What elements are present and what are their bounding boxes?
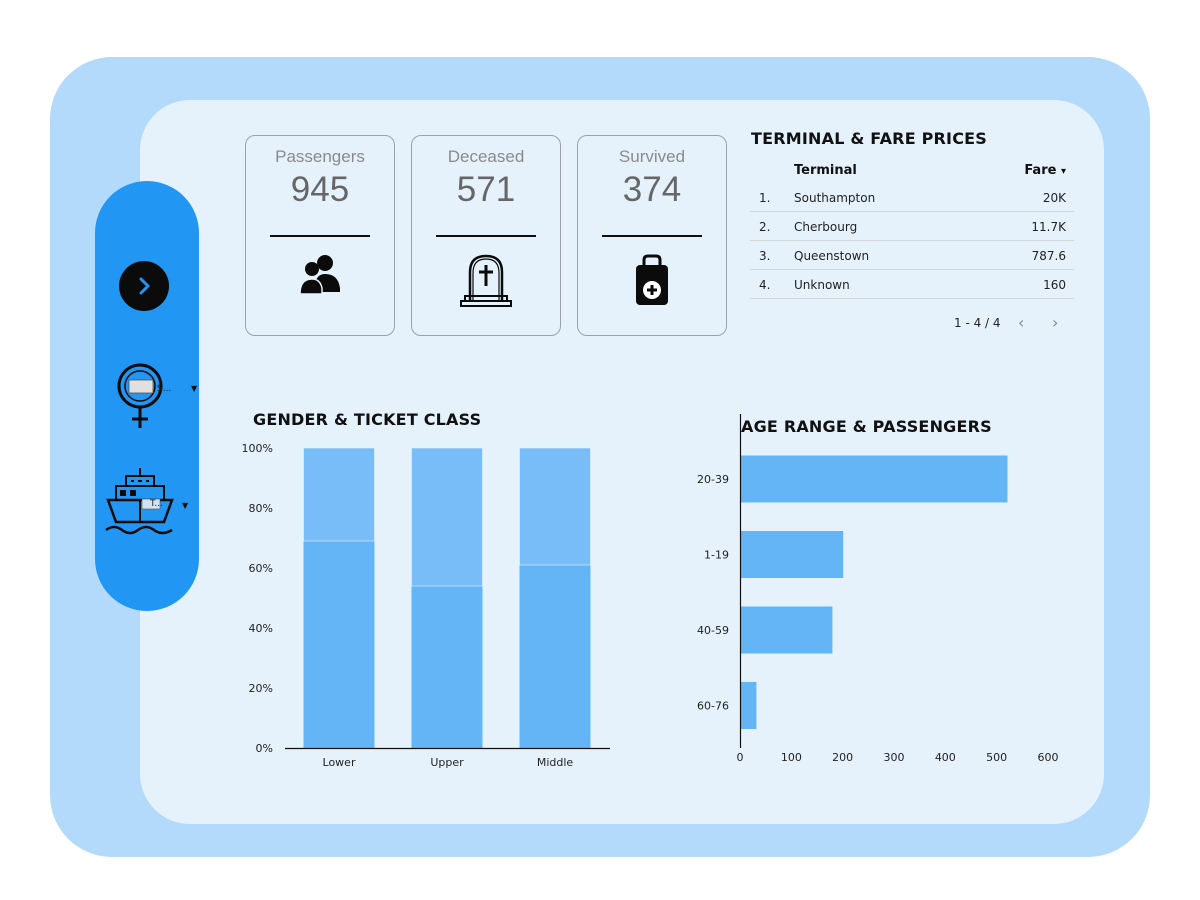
row-terminal: Unknown: [794, 278, 850, 292]
bar-segment: [303, 541, 375, 748]
chevron-right-icon: [139, 277, 150, 295]
age-bar: [740, 455, 1008, 503]
row-terminal: Southampton: [794, 191, 876, 205]
pagination-next-button[interactable]: ›: [1052, 313, 1059, 332]
x-tick-label: 600: [1037, 751, 1058, 764]
gender-class-chart: 0% 20% 40% 60% 80% 100% Lower Upper Middle: [242, 442, 610, 769]
column-header-terminal[interactable]: Terminal: [794, 163, 857, 178]
x-tick-label: Lower: [323, 756, 356, 769]
x-tick-label: 100: [781, 751, 802, 764]
table-pagination: 1 - 4 / 4 ‹ ›: [950, 313, 1080, 333]
table-row: 3. Queenstown 787.6: [750, 241, 1074, 270]
people-icon: [299, 255, 340, 295]
sidebar: [95, 181, 199, 611]
y-tick-label: 40-59: [697, 624, 729, 637]
column-header-fare-label: Fare: [1024, 163, 1057, 178]
class-filter-value: T...: [150, 499, 164, 509]
kpi-label: Deceased: [447, 147, 525, 166]
kpi-value: 571: [456, 170, 516, 209]
bar-segment: [519, 447, 591, 566]
bar-segment: [411, 447, 483, 587]
row-fare: 20K: [1042, 191, 1066, 205]
age-bar: [740, 531, 844, 578]
gender-filter-dropdown[interactable]: S... ▼: [110, 360, 202, 432]
kpi-card-deceased: Deceased 571: [411, 135, 561, 336]
kpi-divider: [436, 235, 536, 237]
kpi-label: Survived: [618, 147, 686, 166]
x-tick-label: Middle: [537, 756, 574, 769]
gender-class-chart-title: GENDER & TICKET CLASS: [253, 410, 482, 429]
x-tick-label: 400: [935, 751, 956, 764]
tombstone-icon: [460, 254, 512, 307]
gender-filter-caret-icon: ▼: [191, 384, 198, 393]
bar-segment: [411, 586, 483, 748]
medical-bag-icon: [636, 254, 668, 305]
kpi-divider: [602, 235, 702, 237]
bar-segment: [303, 447, 375, 542]
kpi-value: 374: [622, 170, 682, 209]
row-fare: 787.6: [1031, 249, 1066, 263]
row-index: 3.: [759, 249, 771, 263]
x-tick-label: 300: [883, 751, 904, 764]
age-range-chart: 20-39 1-19 40-59 60-76 0 100 200 300 400 500 600: [697, 414, 1058, 764]
y-tick-label: 80%: [249, 502, 273, 515]
row-index: 1.: [759, 191, 771, 205]
y-tick-label: 60%: [249, 562, 273, 575]
fare-table: Terminal Fare ▾ 1. Southampton 20K 2. Ch…: [750, 158, 1074, 299]
kpi-label: Passengers: [275, 147, 365, 166]
y-tick-label: 0%: [256, 742, 273, 755]
table-row: 1. Southampton 20K: [750, 183, 1074, 212]
age-range-chart-title: AGE RANGE & PASSENGERS: [741, 417, 992, 436]
y-tick-label: 60-76: [697, 700, 729, 713]
kpi-divider: [270, 235, 370, 237]
row-terminal: Cherbourg: [794, 220, 858, 234]
y-tick-label: 100%: [242, 442, 273, 455]
row-terminal: Queenstown: [794, 249, 870, 263]
x-tick-label: Upper: [430, 756, 464, 769]
pagination-prev-button[interactable]: ‹: [1018, 313, 1025, 332]
kpi-value: 945: [290, 170, 350, 209]
female-symbol-icon: [117, 363, 163, 428]
age-bar: [740, 682, 757, 729]
x-tick-label: 0: [737, 751, 744, 764]
column-header-fare[interactable]: Fare ▾: [1024, 163, 1066, 178]
row-index: 2.: [759, 220, 771, 234]
fare-table-title: TERMINAL & FARE PRICES: [751, 129, 987, 148]
ship-icon: [105, 468, 174, 535]
y-tick-label: 20-39: [697, 473, 729, 486]
y-tick-label: 40%: [249, 622, 273, 635]
kpi-card-passengers: Passengers 945: [245, 135, 395, 336]
x-tick-label: 200: [832, 751, 853, 764]
row-index: 4.: [759, 278, 771, 292]
class-filter-dropdown[interactable]: T... ▼: [104, 466, 196, 540]
age-bar: [740, 606, 833, 654]
gender-filter-value: S...: [157, 384, 172, 394]
x-tick-label: 500: [986, 751, 1007, 764]
y-tick-label: 1-19: [704, 549, 729, 562]
sort-desc-icon: ▾: [1060, 166, 1066, 177]
class-filter-caret-icon: ▼: [182, 501, 189, 510]
table-header: Terminal Fare ▾: [750, 158, 1074, 183]
table-row: 2. Cherbourg 11.7K: [750, 212, 1074, 241]
kpi-card-survived: Survived 374: [577, 135, 727, 336]
bar-segment: [519, 565, 591, 748]
table-row: 4. Unknown 160: [750, 270, 1074, 299]
nav-next-button[interactable]: [119, 261, 169, 311]
pagination-range: 1 - 4 / 4: [954, 316, 1001, 330]
row-fare: 11.7K: [1031, 220, 1066, 234]
row-fare: 160: [1043, 278, 1066, 292]
y-tick-label: 20%: [249, 682, 273, 695]
